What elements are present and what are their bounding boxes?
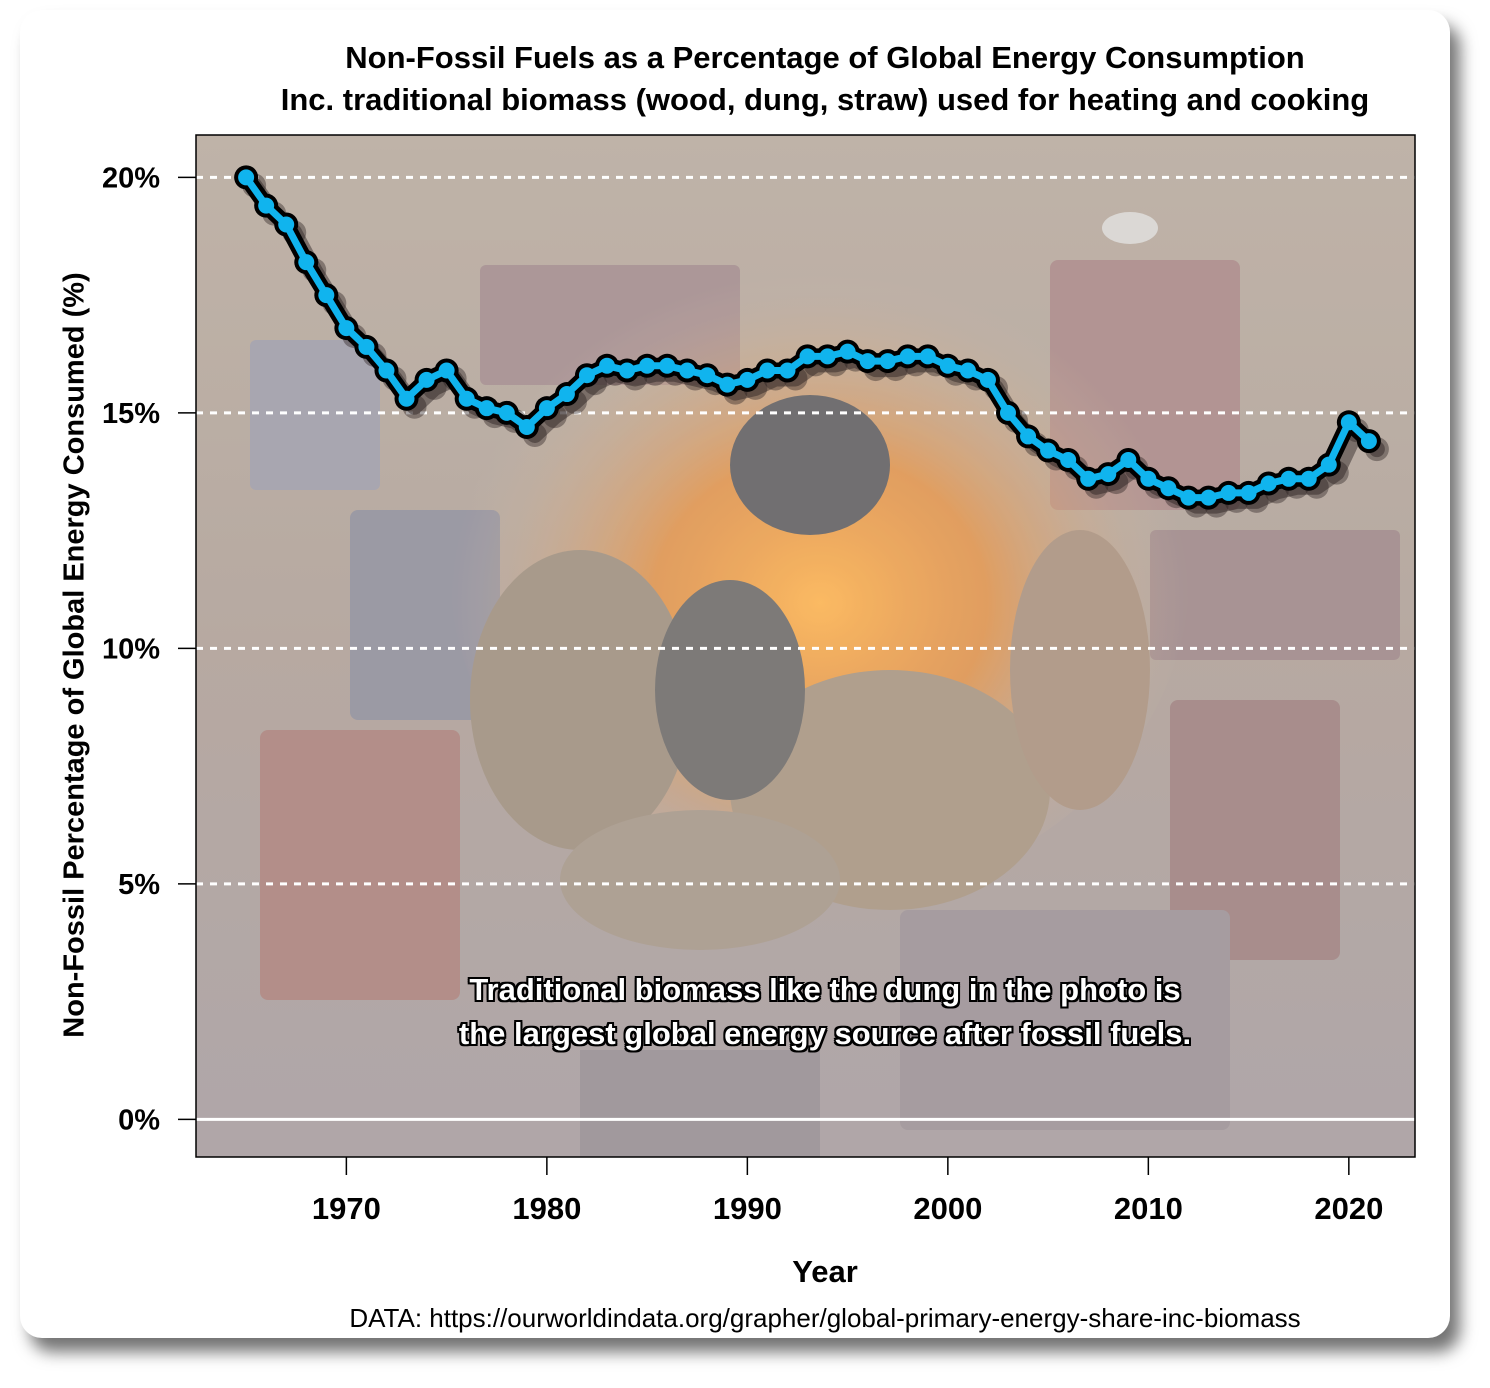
line-chart: 0% 5% 10% 15% 20% 1970 1980 1990 2000 2010 2020 [102,134,1416,1226]
data-point-1995 [839,343,856,360]
y-tick-label: 20% [102,162,160,194]
y-tick-label: 0% [118,1104,160,1136]
annotation-line-2: the largest global energy source after f… [458,1016,1192,1051]
data-point-1966 [258,197,275,214]
data-point-2017 [1280,470,1297,487]
data-source: DATA: https://ourworldindata.org/grapher… [349,1303,1301,1333]
x-tick-label: 2000 [913,1191,982,1226]
gridlines [196,175,1415,1121]
data-point-1992 [779,362,796,379]
data-point-2003 [999,404,1016,421]
data-point-1993 [799,348,816,365]
data-point-1971 [358,338,375,355]
data-point-1999 [919,348,936,365]
data-point-2021 [1360,433,1377,450]
x-tick-label: 2020 [1314,1191,1383,1226]
data-point-1975 [438,362,455,379]
data-point-1994 [819,348,836,365]
data-point-1982 [578,367,595,384]
data-point-2005 [1040,442,1057,459]
data-point-1998 [899,348,916,365]
data-point-1989 [719,376,736,393]
data-point-1980 [538,400,555,417]
data-point-1976 [458,390,475,407]
data-series [234,165,1389,518]
data-point-2012 [1180,489,1197,506]
data-point-2010 [1140,470,1157,487]
x-tick-label: 1980 [512,1191,581,1226]
data-point-1968 [298,254,315,271]
data-point-1965 [238,169,255,186]
data-point-2013 [1200,489,1217,506]
data-point-1973 [398,390,415,407]
data-point-2004 [1020,428,1037,445]
plot-frame [195,134,1416,1158]
data-point-2019 [1320,456,1337,473]
y-axis-label: Non-Fossil Percentage of Global Energy C… [58,272,91,1038]
data-point-1987 [679,362,696,379]
data-point-1986 [659,357,676,374]
data-point-1984 [619,362,636,379]
data-point-1969 [318,287,335,304]
data-point-1974 [418,371,435,388]
y-tick-label: 15% [102,398,160,430]
x-tick-label: 1990 [713,1191,782,1226]
data-point-2000 [939,357,956,374]
x-axis-label: Year [792,1254,858,1289]
chart-subtitle: Inc. traditional biomass (wood, dung, st… [280,82,1370,117]
data-point-2011 [1160,480,1177,497]
data-point-2014 [1220,484,1237,501]
data-point-2008 [1100,466,1117,483]
y-tick-label: 5% [118,869,160,901]
data-point-1990 [739,371,756,388]
data-point-2015 [1240,484,1257,501]
data-point-2001 [959,362,976,379]
data-point-1988 [699,367,716,384]
y-tick-label: 10% [102,633,160,665]
data-point-1972 [378,362,395,379]
x-tick-label: 2010 [1114,1191,1183,1226]
data-point-1978 [498,404,515,421]
data-point-2016 [1260,475,1277,492]
axes: 0% 5% 10% 15% 20% 1970 1980 1990 2000 2010 2020 [102,162,1383,1226]
data-point-1979 [518,419,535,435]
data-point-2020 [1340,414,1357,431]
data-point-2018 [1300,470,1317,487]
data-point-2007 [1080,470,1097,487]
chart-title: Non-Fossil Fuels as a Percentage of Glob… [345,40,1305,75]
data-point-1977 [478,400,495,417]
data-point-1985 [639,357,656,374]
annotation-line-1: Traditional biomass like the dung in the… [469,972,1181,1007]
data-point-1996 [859,353,876,370]
data-point-1983 [599,357,616,374]
data-point-2002 [979,371,996,388]
data-point-1970 [338,320,355,337]
chart-card: 0% 5% 10% 15% 20% 1970 1980 1990 2000 2010 2020 No… [20,10,1450,1338]
data-point-1967 [278,216,295,233]
data-point-1991 [759,362,776,379]
data-point-1997 [879,353,896,370]
data-point-2009 [1120,451,1137,468]
data-point-1981 [558,386,575,403]
data-point-2006 [1060,451,1077,468]
x-tick-label: 1970 [312,1191,381,1226]
